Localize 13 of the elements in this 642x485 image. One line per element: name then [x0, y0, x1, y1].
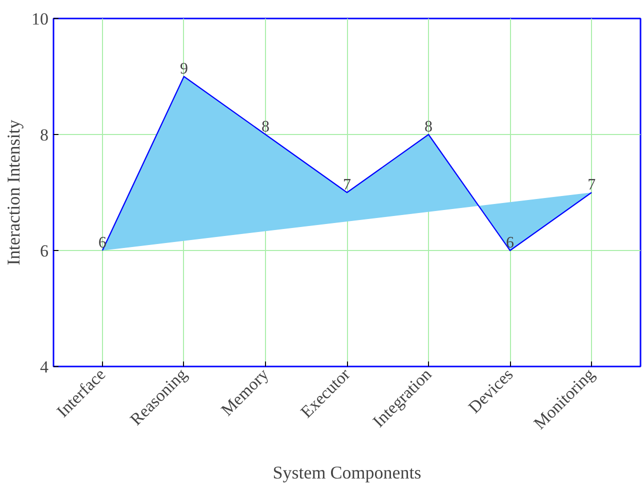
y-axis-title: Interaction Intensity	[4, 120, 24, 266]
data-label: 8	[261, 118, 270, 136]
data-label: 8	[424, 118, 433, 136]
y-tick-label: 10	[32, 10, 48, 28]
data-label: 9	[180, 60, 188, 78]
data-label: 6	[98, 234, 106, 252]
data-label: 7	[588, 176, 596, 194]
data-label: 7	[343, 176, 351, 194]
y-tick-label: 8	[40, 126, 48, 144]
y-tick-label: 6	[40, 242, 48, 260]
data-label: 6	[506, 234, 514, 252]
x-axis-title: System Components	[272, 462, 422, 483]
y-tick-label: 4	[40, 358, 49, 376]
